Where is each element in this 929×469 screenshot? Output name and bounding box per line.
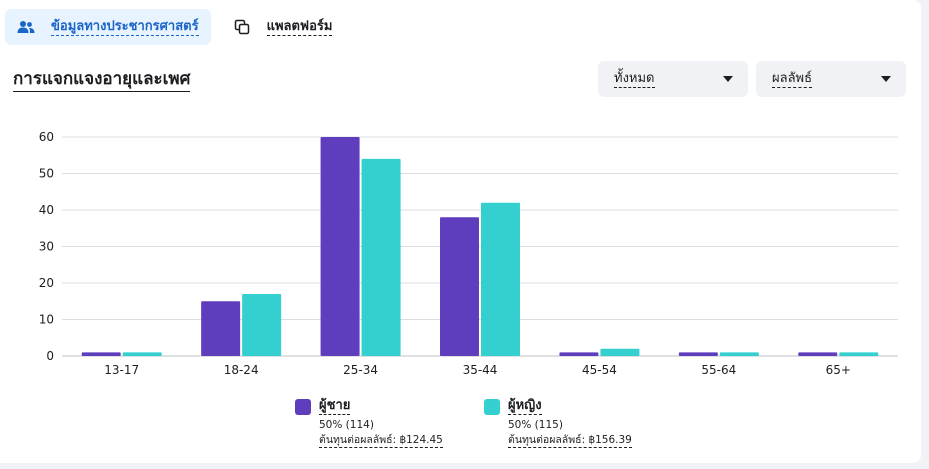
y-tick-label: 60: [39, 130, 54, 144]
x-tick-label: 65+: [826, 363, 851, 377]
x-tick-label: 25-34: [343, 363, 378, 377]
tab-platform-label: แพลตฟอร์ม: [266, 18, 333, 36]
tab-demographics[interactable]: ข้อมูลทางประชากรศาสตร์: [5, 9, 211, 45]
legend-swatch-male: [295, 399, 311, 415]
audience-dropdown[interactable]: ทั้งหมด: [598, 61, 748, 97]
x-tick-label: 18-24: [224, 363, 259, 377]
bar-female: [719, 352, 759, 356]
legend-swatch-female: [484, 399, 500, 415]
metric-dropdown[interactable]: ผลลัพธ์: [756, 61, 906, 97]
y-tick-label: 40: [39, 203, 54, 217]
age-gender-bar-chart: 0 10 20 30 40 50 60 13-17 18-24 25-34 35-44 45-54 55…: [39, 130, 898, 377]
legend-name-male: ผู้ชาย: [319, 398, 351, 415]
bar-female: [839, 352, 879, 356]
bar-male: [678, 352, 718, 356]
people-icon: [17, 18, 35, 36]
legend-share-female: 50% (115): [508, 419, 563, 431]
bar-male: [320, 137, 360, 356]
caret-down-icon: [723, 76, 733, 82]
bar-male: [440, 217, 479, 356]
y-tick-label: 30: [39, 240, 54, 254]
x-tick-label: 13-17: [104, 363, 139, 377]
legend-name-female: ผู้หญิง: [508, 398, 542, 415]
y-tick-label: 10: [39, 313, 54, 327]
y-tick-label: 50: [39, 167, 54, 181]
bar-male: [81, 352, 121, 356]
demographics-card: ข้อมูลทางประชากรศาสตร์ แพลตฟอร์ม การแจกแ…: [0, 0, 921, 463]
copy-icon: [233, 18, 251, 36]
section-title: การแจกแจงอายุและเพศ: [13, 68, 191, 92]
metric-dropdown-value: ผลลัพธ์: [772, 70, 813, 88]
tab-demographics-label: ข้อมูลทางประชากรศาสตร์: [51, 18, 199, 36]
y-tick-label: 20: [39, 276, 54, 290]
tab-platform[interactable]: แพลตฟอร์ม: [221, 9, 345, 45]
tab-bar: ข้อมูลทางประชากรศาสตร์ แพลตฟอร์ม: [5, 9, 354, 45]
bar-female: [242, 293, 282, 356]
legend-share-male: 50% (114): [319, 419, 374, 431]
bar-male: [798, 352, 838, 356]
audience-dropdown-value: ทั้งหมด: [614, 70, 655, 88]
legend-cost-male: ต้นทุนต่อผลลัพธ์: ฿124.45: [319, 434, 443, 448]
x-tick-label: 55-64: [701, 363, 736, 377]
legend-cost-female: ต้นทุนต่อผลลัพธ์: ฿156.39: [508, 434, 632, 448]
bar-female: [122, 352, 162, 356]
x-tick-label: 45-54: [582, 363, 617, 377]
y-tick-label: 0: [46, 349, 54, 363]
x-tick-label: 35-44: [463, 363, 498, 377]
bar-male: [559, 352, 599, 356]
bar-female: [481, 202, 520, 356]
bar-male: [201, 301, 241, 356]
caret-down-icon: [881, 76, 891, 82]
bar-female: [600, 348, 640, 356]
bar-female: [361, 158, 401, 356]
